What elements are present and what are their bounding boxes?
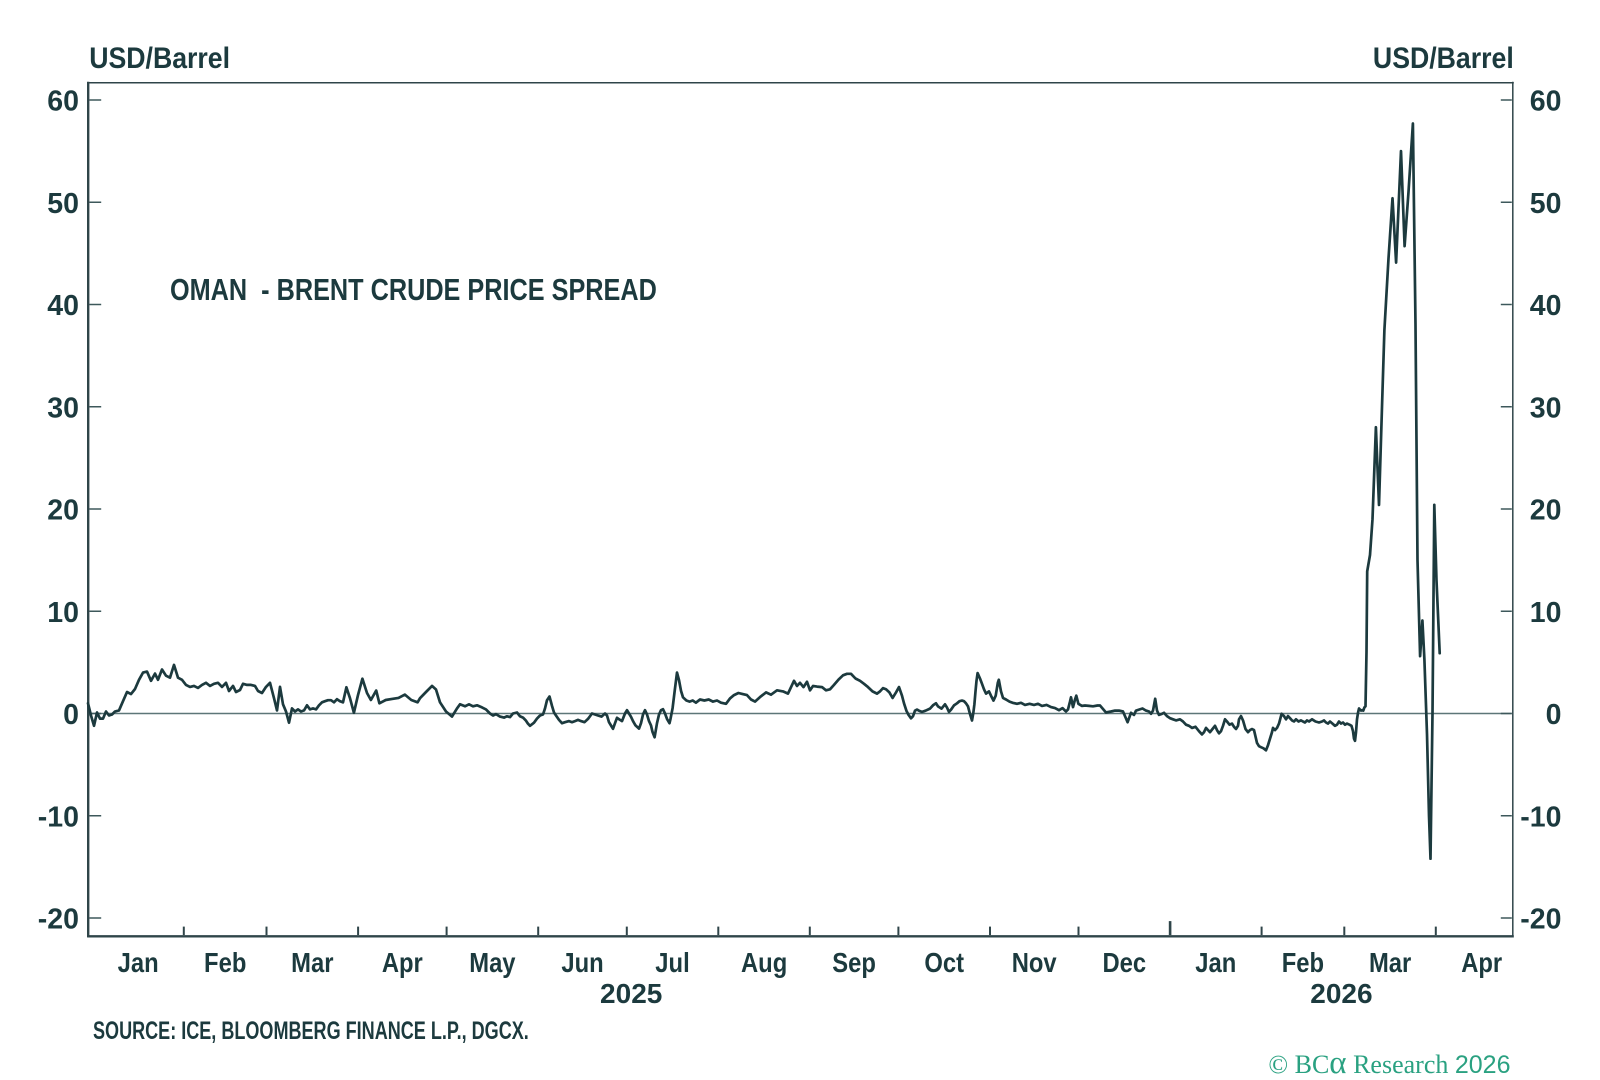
svg-text:30: 30 xyxy=(47,392,79,424)
svg-text:20: 20 xyxy=(47,495,79,527)
svg-text:-10: -10 xyxy=(38,801,79,833)
svg-text:50: 50 xyxy=(1530,188,1562,220)
svg-text:OMAN - BRENT CRUDE PRICE SPRE: OMAN - BRENT CRUDE PRICE SPREAD xyxy=(170,271,657,306)
svg-text:0: 0 xyxy=(1546,699,1562,731)
svg-text:Feb: Feb xyxy=(204,946,246,978)
svg-text:30: 30 xyxy=(1530,392,1562,424)
svg-text:-20: -20 xyxy=(1520,904,1561,936)
svg-text:Dec: Dec xyxy=(1102,946,1146,978)
svg-text:-20: -20 xyxy=(38,904,79,936)
svg-text:USD/Barrel: USD/Barrel xyxy=(89,42,230,76)
svg-text:May: May xyxy=(469,946,516,978)
svg-text:Apr: Apr xyxy=(1461,946,1502,978)
svg-text:Aug: Aug xyxy=(741,946,787,978)
svg-text:Jan: Jan xyxy=(1195,946,1236,978)
svg-text:0: 0 xyxy=(63,699,79,731)
svg-text:© BCα Research 2026: © BCα Research 2026 xyxy=(1268,1045,1510,1080)
svg-text:50: 50 xyxy=(47,188,79,220)
svg-text:Mar: Mar xyxy=(291,946,333,978)
svg-text:USD/Barrel: USD/Barrel xyxy=(1373,42,1514,76)
svg-text:10: 10 xyxy=(1530,597,1562,629)
svg-text:40: 40 xyxy=(1530,290,1562,322)
svg-text:Nov: Nov xyxy=(1012,946,1057,978)
svg-text:2025: 2025 xyxy=(600,978,662,1009)
svg-text:Jul: Jul xyxy=(655,946,689,978)
svg-text:Mar: Mar xyxy=(1369,946,1411,978)
svg-text:40: 40 xyxy=(47,290,79,322)
svg-text:20: 20 xyxy=(1530,495,1562,527)
svg-text:-10: -10 xyxy=(1520,801,1561,833)
svg-text:Jun: Jun xyxy=(561,946,603,978)
svg-text:60: 60 xyxy=(47,86,79,118)
svg-text:Jan: Jan xyxy=(118,946,159,978)
svg-text:Sep: Sep xyxy=(832,946,876,978)
svg-text:2026: 2026 xyxy=(1310,978,1372,1009)
svg-text:60: 60 xyxy=(1530,86,1562,118)
svg-text:10: 10 xyxy=(47,597,79,629)
svg-text:SOURCE: ICE, BLOOMBERG FINANCE: SOURCE: ICE, BLOOMBERG FINANCE L.P., DGC… xyxy=(93,1016,529,1045)
svg-text:Feb: Feb xyxy=(1282,946,1324,978)
svg-text:Apr: Apr xyxy=(382,946,423,978)
svg-text:Oct: Oct xyxy=(924,946,964,978)
